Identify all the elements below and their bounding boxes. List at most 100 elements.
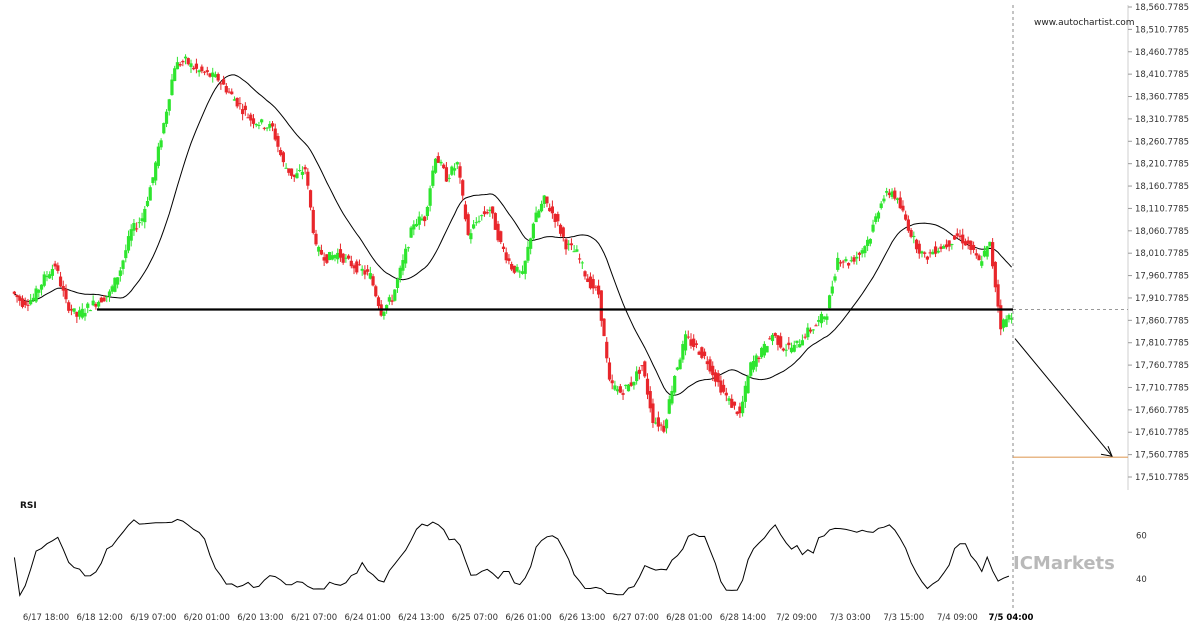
rsi-panel: 60 40: [13, 518, 1147, 597]
price-tick-label: 18,110.7785: [1135, 204, 1189, 214]
candle-body: [83, 312, 87, 317]
time-tick-label: 6/25 07:00: [452, 613, 498, 623]
candle-body: [292, 174, 296, 177]
candle-body: [308, 190, 313, 208]
candle-body: [366, 269, 370, 272]
candle-body: [969, 240, 973, 250]
forecast-arrow-head: [1100, 446, 1113, 457]
candle-body: [135, 228, 139, 230]
candle-body: [955, 233, 959, 236]
candle-body: [512, 265, 516, 273]
candle-body: [34, 288, 38, 302]
candle-body: [175, 62, 180, 70]
candle-body: [917, 243, 921, 254]
candle-body: [971, 245, 976, 250]
candle-body: [31, 297, 35, 301]
candle-body: [499, 231, 503, 243]
candle-body: [452, 168, 457, 171]
candle-body: [567, 243, 571, 245]
candle-body: [145, 200, 150, 207]
time-tick-label: 6/20 01:00: [184, 613, 230, 623]
candle-body: [659, 424, 663, 426]
candle-body: [819, 313, 824, 324]
candle-body: [561, 227, 565, 237]
price-tick-label: 18,010.7785: [1135, 249, 1189, 259]
candle-body: [159, 140, 163, 148]
levels-layer: [97, 5, 1128, 608]
candle-body: [944, 244, 949, 248]
candle-body: [950, 244, 954, 246]
candle-body: [200, 66, 204, 72]
candle-body: [219, 83, 223, 85]
candle-body: [395, 278, 400, 288]
candle-body: [999, 305, 1003, 330]
candle-body: [197, 70, 201, 73]
candle-body: [694, 343, 699, 345]
candle-body: [784, 349, 788, 351]
candle-body: [808, 329, 813, 332]
candle-body: [129, 229, 133, 241]
candle-body: [333, 254, 337, 259]
candle-body: [251, 118, 256, 124]
candle-body: [564, 239, 568, 250]
candle-body: [738, 406, 742, 414]
candle-body: [702, 351, 707, 357]
candle-body: [798, 344, 802, 348]
candle-body: [86, 303, 90, 308]
candle-body: [629, 382, 633, 386]
candle-body: [118, 270, 122, 276]
candle-body: [537, 210, 541, 218]
candle-body: [735, 411, 739, 415]
candle-body: [306, 171, 310, 186]
candle-body: [852, 257, 856, 262]
candle-body: [844, 259, 848, 262]
time-tick-label: 6/26 01:00: [505, 613, 551, 623]
candle-body: [1004, 319, 1008, 327]
candle-body: [406, 247, 410, 249]
candle-body: [789, 347, 794, 353]
candle-body: [213, 74, 218, 78]
candle-body: [985, 246, 989, 257]
candle-body: [876, 212, 881, 219]
candle-body: [618, 386, 622, 393]
candle-body: [814, 325, 818, 327]
candle-body: [276, 136, 280, 147]
candle-body: [770, 334, 775, 342]
candle-body: [914, 239, 919, 250]
candlestick-layer: [12, 54, 1014, 434]
time-tick-label: 6/28 01:00: [666, 613, 712, 623]
candle-body: [599, 290, 603, 321]
candle-body: [463, 204, 468, 220]
moving-average-layer: [14, 74, 1012, 397]
candle-body: [15, 294, 19, 298]
candle-body: [29, 299, 33, 305]
moving-average-line: [14, 74, 1012, 397]
candle-body: [401, 260, 405, 271]
candle-body: [224, 86, 228, 93]
price-tick-label: 18,560.7785: [1135, 3, 1189, 13]
candle-body: [241, 109, 245, 115]
candle-body: [575, 249, 579, 252]
candle-body: [588, 276, 593, 289]
candle-body: [298, 170, 302, 172]
candle-body: [825, 316, 829, 320]
candle-body: [295, 173, 299, 179]
candle-body: [849, 260, 853, 262]
candle-body: [846, 263, 851, 266]
candle-body: [338, 249, 343, 258]
candle-body: [39, 284, 44, 290]
candle-body: [376, 297, 381, 307]
candle-body: [757, 357, 761, 359]
candle-body: [336, 252, 340, 260]
candle-body: [529, 238, 533, 249]
candle-body: [904, 214, 908, 220]
candle-body: [382, 311, 386, 316]
candle-body: [423, 216, 427, 222]
candle-body: [515, 266, 519, 272]
candle-body: [325, 254, 329, 263]
candle-body: [613, 385, 617, 390]
candle-body: [673, 375, 677, 393]
candle-body: [208, 73, 212, 77]
candle-body: [257, 125, 261, 127]
candle-body: [140, 218, 144, 222]
